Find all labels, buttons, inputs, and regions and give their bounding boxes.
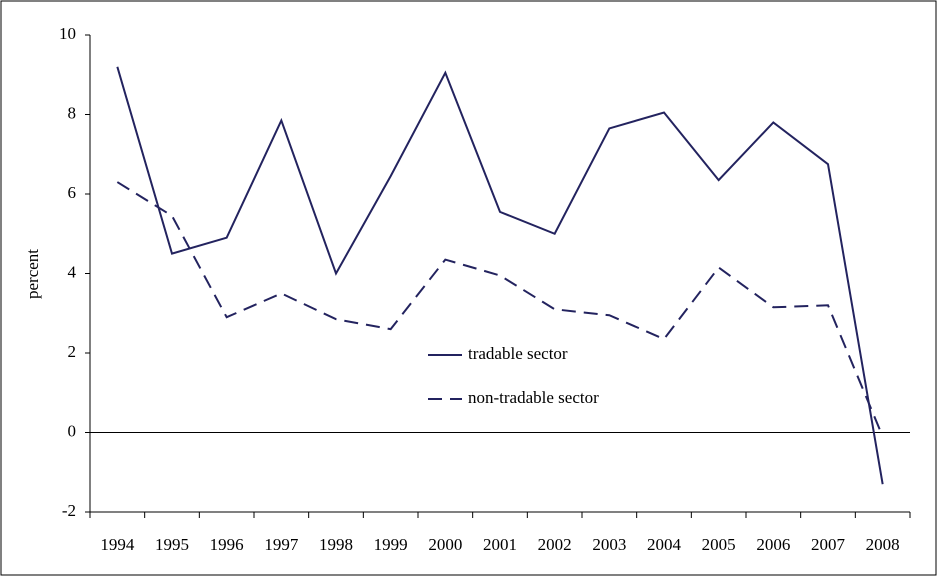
x-tick-label: 2007: [811, 535, 846, 554]
x-tick-label: 2001: [483, 535, 517, 554]
x-tick-label: 1994: [100, 535, 135, 554]
legend-label: non-tradable sector: [468, 388, 599, 407]
y-axis-label: percent: [23, 249, 42, 299]
x-tick-label: 2005: [702, 535, 736, 554]
x-tick-label: 2000: [428, 535, 462, 554]
series-line: [116, 181, 884, 437]
y-tick-label: 8: [68, 103, 77, 122]
x-tick-label: 1996: [210, 535, 244, 554]
y-tick-label: 0: [68, 421, 77, 440]
y-tick-label: -2: [62, 501, 76, 520]
x-tick-label: 1997: [264, 535, 299, 554]
x-tick-label: 2006: [756, 535, 790, 554]
y-tick-label: 10: [59, 24, 76, 43]
x-tick-label: 2008: [866, 535, 900, 554]
y-tick-label: 6: [68, 183, 77, 202]
x-tick-label: 1999: [374, 535, 408, 554]
y-tick-label: 2: [68, 342, 77, 361]
x-tick-label: 1995: [155, 535, 189, 554]
series-line: [116, 66, 884, 485]
x-tick-label: 2003: [592, 535, 626, 554]
x-tick-label: 2004: [647, 535, 682, 554]
legend-label: tradable sector: [468, 344, 568, 363]
x-tick-label: 2002: [538, 535, 572, 554]
y-tick-label: 4: [68, 262, 77, 281]
x-tick-label: 1998: [319, 535, 353, 554]
